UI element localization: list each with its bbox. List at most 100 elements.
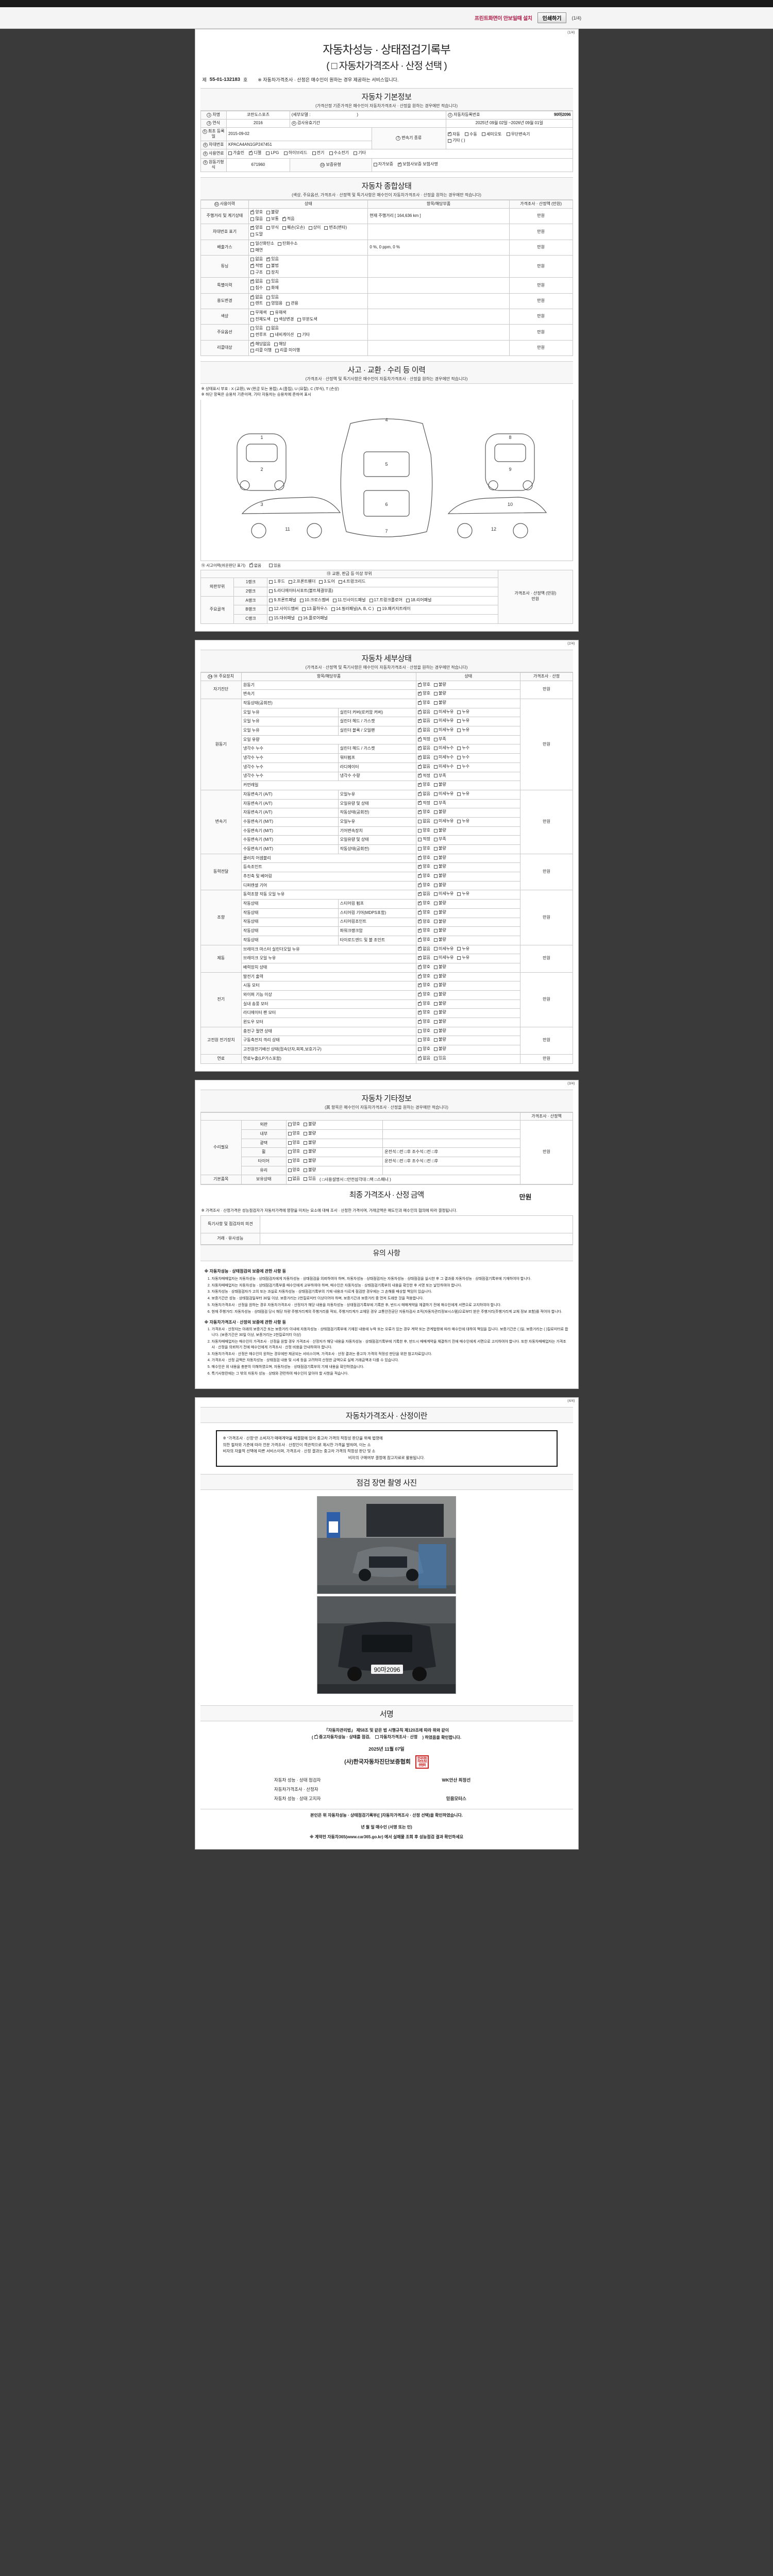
detail-오일-누유-없음[interactable]: 없음 [418, 718, 430, 724]
detail-라디에이터-팬-모터-불량[interactable]: 불량 [433, 1010, 446, 1015]
overall-색상-무채색[interactable]: 무채색 [250, 310, 266, 316]
detail-오일-누유-누유[interactable]: 누유 [457, 718, 469, 724]
overall-용도변경-영업용[interactable]: 영업용 [266, 301, 282, 307]
detail-동력조향-작동-오일-누유-누유[interactable]: 누유 [457, 891, 469, 897]
overall-튜닝-적법[interactable]: 적법 [250, 263, 263, 269]
overall-튜닝-장치[interactable]: 장치 [266, 270, 279, 276]
detail-실내-송풍-모터-불량[interactable]: 불량 [433, 1001, 446, 1007]
overall-차대번호-표기-도말[interactable]: 도말 [250, 232, 263, 238]
overall-리콜대상-해당없음[interactable]: 해당없음 [250, 341, 271, 347]
overall-용도변경-렌트[interactable]: 렌트 [250, 301, 263, 307]
detail-자동변속기-A-T--불량[interactable]: 불량 [433, 809, 446, 815]
detail-냉각수-누수-누수[interactable]: 누수 [457, 764, 469, 770]
detail-작동상태-양호[interactable]: 양호 [418, 901, 430, 906]
detail-작동상태-양호[interactable]: 양호 [418, 928, 430, 934]
detail-동력조향-작동-오일-누유-미세누유[interactable]: 미세누유 [433, 891, 453, 897]
rank-item-11-인사이드패널[interactable]: 11.인사이드패널 [332, 598, 366, 603]
overall-튜닝-불법[interactable]: 불법 [266, 263, 279, 269]
fuel-opt-diesel[interactable]: 디젤 [249, 150, 261, 156]
detail-수동변속기-M-T--미세누유[interactable]: 미세누유 [433, 819, 453, 824]
overall-주행거리-및-계기상태-보통[interactable]: 보통 [266, 216, 279, 222]
detail-오일-누유-미세누유[interactable]: 미세누유 [433, 727, 453, 733]
detail-오일-누유-누유[interactable]: 누유 [457, 727, 469, 733]
detail-윈도우-모터-불량[interactable]: 불량 [433, 1019, 446, 1025]
detail-오일-누유-미세누유[interactable]: 미세누유 [433, 718, 453, 724]
overall-주요옵션-썬루프[interactable]: 썬루프 [250, 332, 266, 338]
detail-실내-송풍-모터-양호[interactable]: 양호 [418, 1001, 430, 1007]
transmission-opt-manual[interactable]: 수동 [464, 132, 477, 138]
overall-용도변경-없음[interactable]: 없음 [250, 294, 263, 300]
transmission-opt-semiauto[interactable]: 세미오토 [481, 132, 501, 138]
detail-수동변속기-M-T--없음[interactable]: 없음 [418, 819, 430, 824]
overall-배출가스-일산화탄소[interactable]: 일산화탄소 [250, 241, 274, 247]
overall-주행거리-및-계기상태-불량[interactable]: 불량 [266, 210, 279, 215]
detail-구동축전지-격리-상태-불량[interactable]: 불량 [433, 1037, 446, 1043]
detail-변속기-양호[interactable]: 양호 [418, 691, 430, 697]
accident-opt-yes[interactable]: 있음 [268, 563, 281, 568]
detail-수동변속기-M-T--양호[interactable]: 양호 [418, 828, 430, 834]
special-value[interactable] [260, 1215, 573, 1234]
detail-발전기-출력-양호[interactable]: 양호 [418, 973, 430, 979]
overall-주요옵션-없음[interactable]: 없음 [266, 326, 279, 331]
detail-자동변속기-A-T--양호[interactable]: 양호 [418, 809, 430, 815]
transmission-opt-cvt[interactable]: 무단변속기 [506, 132, 530, 138]
overall-주행거리-및-계기상태-적음[interactable]: 적음 [282, 216, 295, 222]
rank-item-2-프론트휀더[interactable]: 2.프론트휀더 [288, 579, 315, 585]
overall-차대번호-표기-상이[interactable]: 상이 [308, 225, 321, 231]
detail-냉각수-누수-누수[interactable]: 누수 [457, 755, 469, 760]
overall-리콜대상-리콜-미이행[interactable]: 리콜 미이행 [275, 348, 300, 353]
detail-디퍼렌셜-기어-양호[interactable]: 양호 [418, 882, 430, 888]
repair-타이어-불량[interactable]: 불량 [304, 1158, 316, 1164]
detail-변속기-불량[interactable]: 불량 [433, 691, 446, 697]
detail-커먼레일-불량[interactable]: 불량 [433, 782, 446, 788]
detail-냉각수-누수-미세누수[interactable]: 미세누수 [433, 745, 453, 751]
repair-유리-양호[interactable]: 양호 [288, 1167, 300, 1173]
rank-item-15-대쉬패널[interactable]: 15.대쉬패널 [269, 616, 295, 621]
rank-item-14-필러패널-A-B-C-[interactable]: 14.필러패널(A, B, C ) [331, 606, 374, 612]
overall-용도변경-관용[interactable]: 관용 [286, 301, 298, 307]
repair-유리-불량[interactable]: 불량 [304, 1167, 316, 1173]
overall-용도변경-있음[interactable]: 있음 [266, 295, 279, 300]
overall-차대번호-표기-양호[interactable]: 양호 [250, 225, 263, 231]
overall-주행거리-및-계기상태-양호[interactable]: 양호 [250, 209, 263, 215]
overall-차대번호-표기-훼손-오손-[interactable]: 훼손(오손) [282, 225, 305, 231]
detail-등속조인트-불량[interactable]: 불량 [433, 864, 446, 870]
detail-브레이크-마스터-실린더오일-누유-없음[interactable]: 없음 [418, 946, 430, 952]
seller-value[interactable] [260, 1233, 573, 1245]
detail-시동-모터-불량[interactable]: 불량 [433, 982, 446, 988]
overall-배출가스-매연[interactable]: 매연 [250, 248, 263, 253]
transmission-opt-auto[interactable]: 자동 [447, 131, 460, 138]
overall-색상-부분도색[interactable]: 부분도색 [297, 317, 317, 323]
sig-opt-performance[interactable]: 중고자동차성능 · 상태를 점검, [314, 1734, 371, 1740]
print-button[interactable]: 인쇄하기 [537, 12, 567, 23]
detail-작동상태-공회전--불량[interactable]: 불량 [433, 700, 446, 706]
overall-리콜대상-해당[interactable]: 해당 [274, 342, 287, 347]
detail-냉각수-누수-미세누수[interactable]: 미세누수 [433, 755, 453, 760]
repair-타이어-양호[interactable]: 양호 [288, 1158, 300, 1164]
overall-색상-유채색[interactable]: 유채색 [270, 310, 287, 316]
fuel-opt-electric[interactable]: 전기 [312, 150, 324, 156]
repair-광택-양호[interactable]: 양호 [288, 1140, 300, 1146]
detail-브레이크-마스터-실린더오일-누유-누유[interactable]: 누유 [457, 946, 469, 952]
rank-item-16-플로어패널[interactable]: 16.플로어패널 [298, 616, 328, 621]
detail-브레이크-오일-누유-누유[interactable]: 누유 [457, 955, 469, 961]
detail-냉각수-누수-부족[interactable]: 부족 [433, 773, 446, 779]
detail-냉각수-누수-미세누수[interactable]: 미세누수 [433, 764, 453, 770]
detail-수동변속기-M-T--양호[interactable]: 양호 [418, 846, 430, 852]
detail-브레이크-오일-누유-미세누유[interactable]: 미세누유 [433, 955, 453, 961]
detail-냉각수-누수-적정[interactable]: 적정 [418, 773, 430, 779]
detail-발전기-출력-불량[interactable]: 불량 [433, 974, 446, 979]
detail-시동-모터-양호[interactable]: 양호 [418, 982, 430, 988]
overall-색상-색상변경[interactable]: 색상변경 [274, 317, 294, 323]
detail-자동변속기-A-T--누유[interactable]: 누유 [457, 791, 469, 797]
repair-외판-불량[interactable]: 불량 [304, 1122, 316, 1127]
warranty-opt-insurer[interactable]: 보험사보증 보험사명 [398, 162, 438, 167]
detail-수동변속기-M-T--불량[interactable]: 불량 [433, 828, 446, 834]
detail-디퍼렌셜-기어-불량[interactable]: 불량 [433, 883, 446, 888]
detail-수동변속기-M-T--누유[interactable]: 누유 [457, 819, 469, 824]
detail-작동상태-불량[interactable]: 불량 [433, 901, 446, 906]
basic-item-없음[interactable]: 없음 [288, 1176, 300, 1182]
overall-특별이력-침수[interactable]: 침수 [250, 285, 263, 291]
detail-작동상태-양호[interactable]: 양호 [418, 919, 430, 925]
detail-냉각수-누수-없음[interactable]: 없음 [418, 745, 430, 751]
